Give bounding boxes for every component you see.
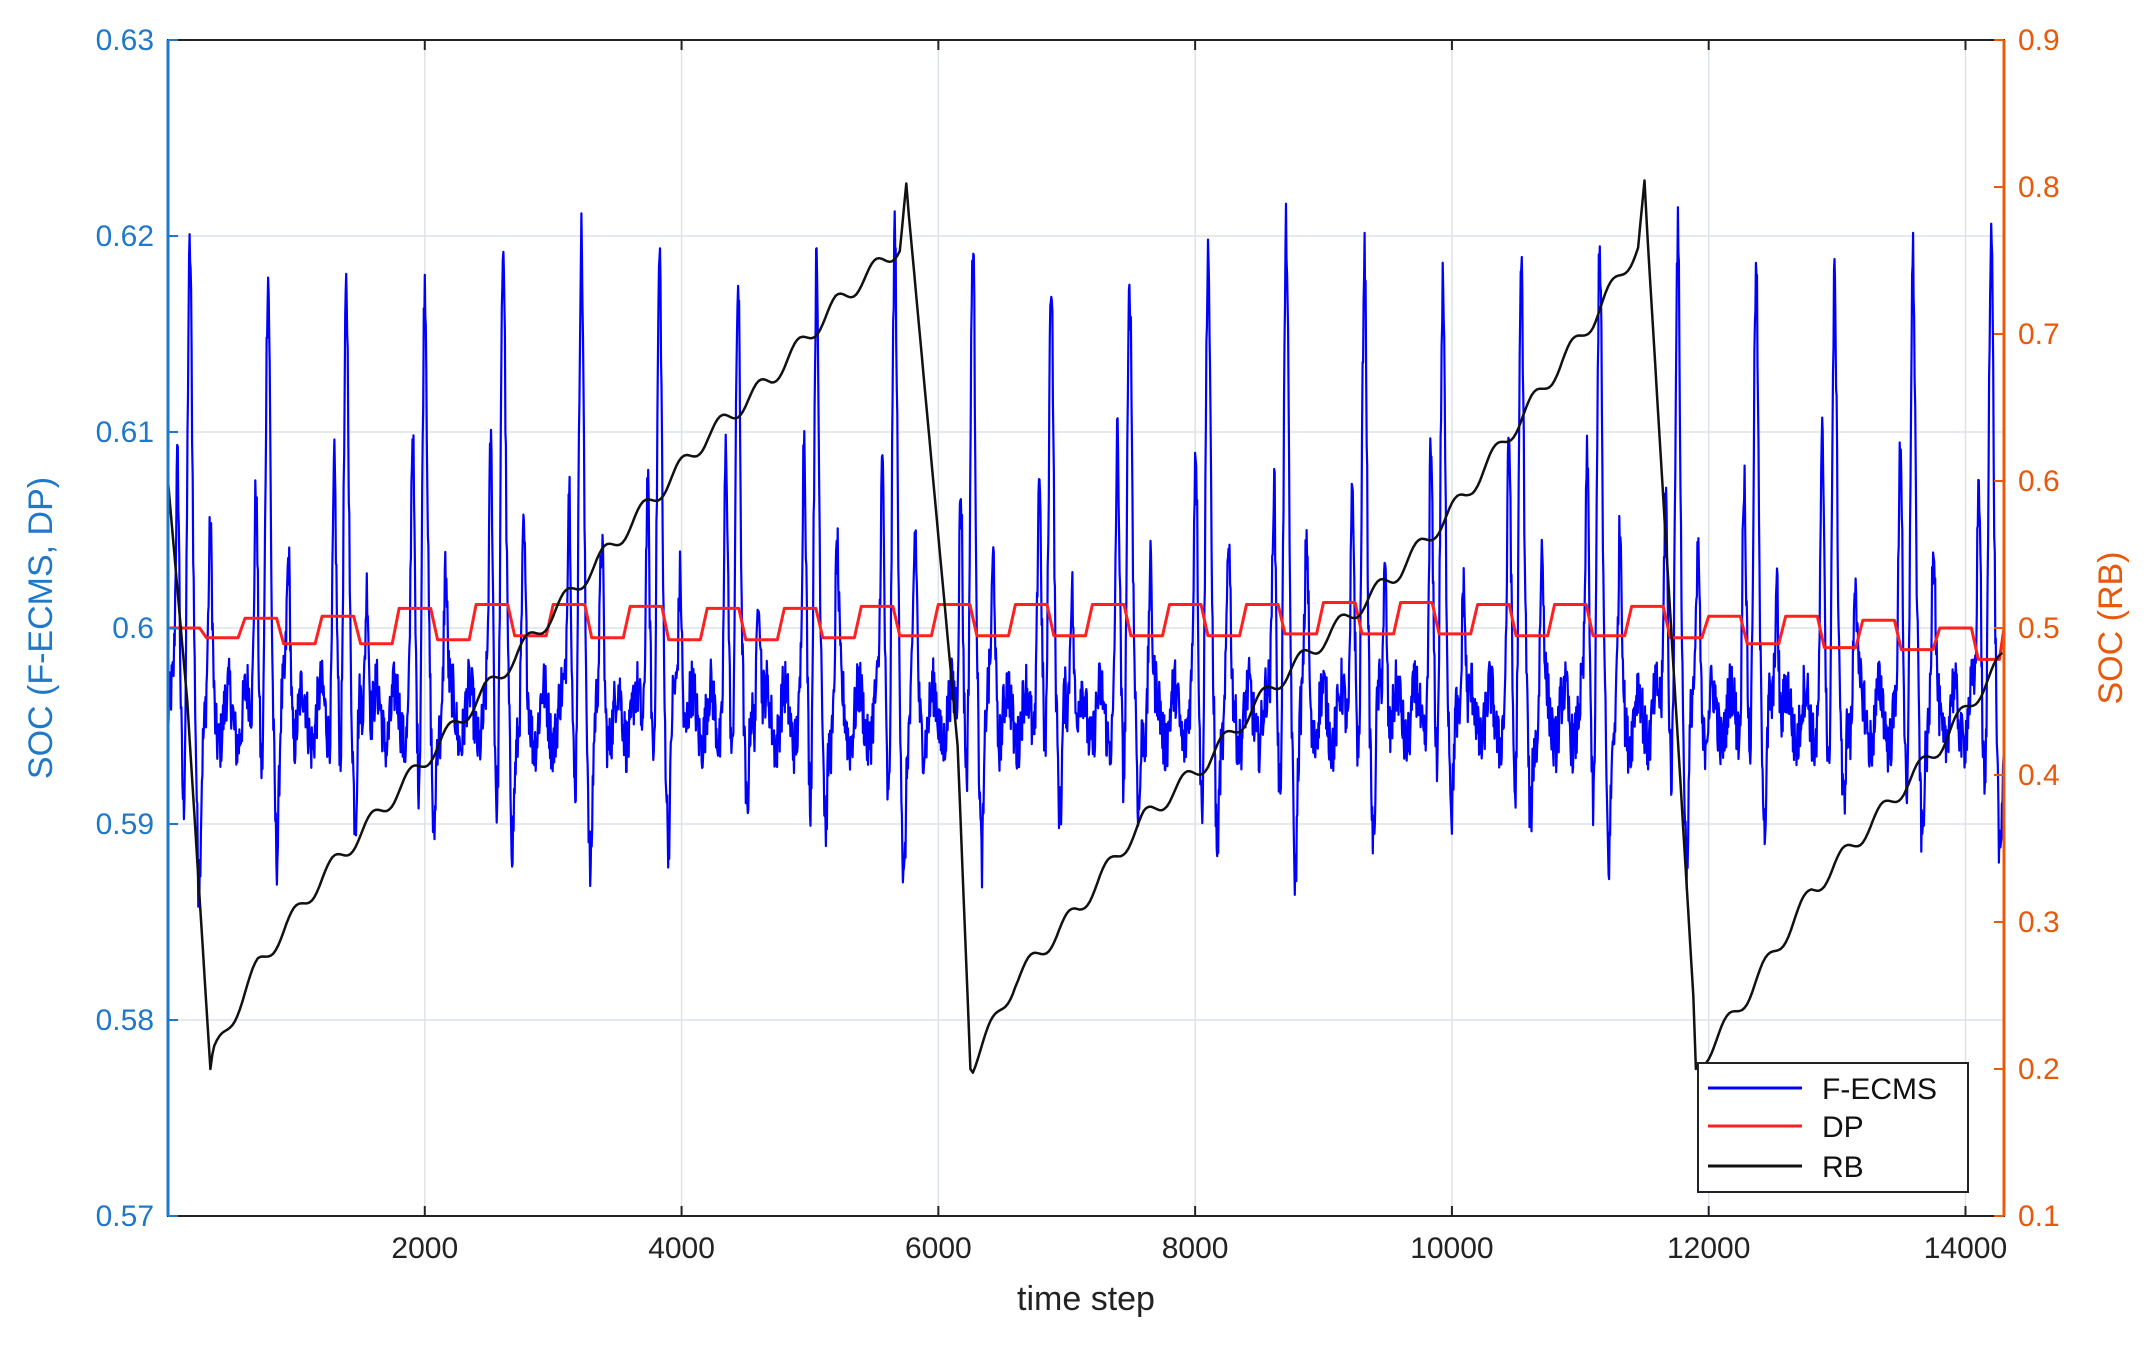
x-tick-label: 4000 [648, 1232, 715, 1265]
tick-labels: 2000 4000 6000 8000 10000 12000 14000 0.57 0.58 0… [96, 24, 2060, 1265]
x-tick-label: 10000 [1410, 1232, 1493, 1265]
right-y-tick-label: 0.5 [2018, 612, 2060, 645]
left-y-tick-label: 0.61 [96, 416, 154, 449]
left-y-tick-label: 0.58 [96, 1004, 154, 1037]
right-y-tick-label: 0.7 [2018, 318, 2060, 351]
legend-label-rb: RB [1822, 1151, 1864, 1184]
right-y-tick-label: 0.4 [2018, 759, 2060, 792]
left-y-tick-label: 0.62 [96, 220, 154, 253]
right-y-axis-title: SOC (RB) [2092, 552, 2130, 705]
x-tick-label: 14000 [1924, 1232, 2007, 1265]
legend: F-ECMS DP RB [1697, 1062, 1969, 1193]
left-y-tick-label: 0.57 [96, 1200, 154, 1233]
x-tick-label: 2000 [391, 1232, 458, 1265]
x-tick-label: 8000 [1162, 1232, 1229, 1265]
series-line-dp [168, 601, 2006, 661]
right-y-tick-label: 0.3 [2018, 906, 2060, 939]
right-y-tick-label: 0.9 [2018, 24, 2060, 57]
axes [166, 39, 2006, 1217]
x-tick-label: 12000 [1667, 1232, 1750, 1265]
legend-label-dp: DP [1822, 1111, 1864, 1144]
right-y-tick-label: 0.8 [2018, 171, 2060, 204]
right-y-tick-label: 0.2 [2018, 1053, 2060, 1086]
right-y-tick-label: 0.1 [2018, 1200, 2060, 1233]
left-y-tick-label: 0.59 [96, 808, 154, 841]
series-line-rb [166, 179, 2005, 1074]
legend-label-f-ecms: F-ECMS [1822, 1073, 1937, 1106]
left-y-axis-title: SOC (F-ECMS, DP) [22, 477, 60, 779]
left-y-tick-label: 0.63 [96, 24, 154, 57]
x-axis-title: time step [1017, 1280, 1155, 1318]
series-line-f-ecms [166, 202, 2006, 908]
left-y-tick-label: 0.6 [112, 612, 154, 645]
right-y-tick-label: 0.6 [2018, 465, 2060, 498]
series-layer [166, 179, 2006, 1074]
x-tick-label: 6000 [905, 1232, 972, 1265]
